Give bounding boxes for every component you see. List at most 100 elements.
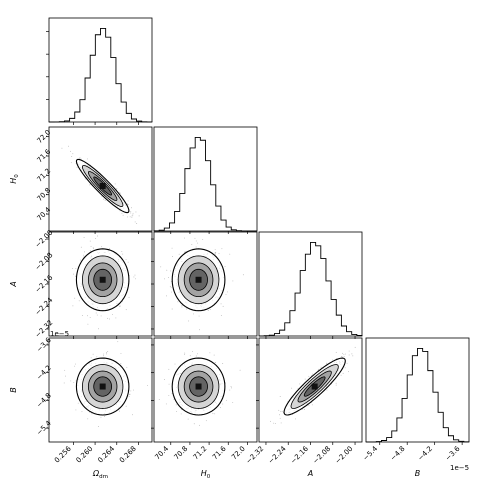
sample-point (130, 390, 132, 392)
sample-point (340, 374, 342, 376)
sample-point (187, 418, 189, 420)
x-tick-label: −4.8 (389, 445, 407, 463)
offset-label-b-row: 1e−5 (50, 330, 69, 338)
sample-point (177, 301, 179, 303)
sample-point (75, 363, 77, 365)
x-axis-label-om: Ωdm (92, 469, 108, 480)
panel-frame (48, 126, 153, 232)
sample-point (225, 294, 227, 295)
sample-point (341, 356, 342, 357)
sample-point (168, 277, 169, 279)
hist-b (365, 347, 470, 443)
sample-point (195, 240, 197, 242)
x-tick-label: −2.16 (289, 444, 310, 465)
sample-point (74, 365, 76, 367)
sample-point (174, 363, 176, 365)
sample-point (318, 368, 319, 370)
sample-point (63, 382, 65, 384)
sample-point (224, 266, 226, 268)
sample-point (229, 389, 231, 391)
sample-point (181, 304, 183, 306)
density-peak (311, 383, 318, 390)
sample-point (304, 409, 305, 410)
sample-point (222, 305, 224, 307)
sample-point (215, 253, 216, 255)
panel-h0-om: 70.4 70.8 71.2 71.6 72.0 H0 (9, 126, 153, 234)
sample-point (202, 238, 204, 240)
sample-point (222, 403, 224, 405)
panel-frame (365, 337, 470, 443)
sample-point (107, 351, 109, 352)
sample-point (114, 183, 116, 185)
sample-point (170, 291, 172, 293)
contours-b-h0 (171, 357, 226, 416)
sample-point (164, 278, 165, 280)
sample-point (61, 147, 63, 149)
sample-point (134, 278, 136, 280)
sample-point (81, 315, 83, 316)
panel-frame (48, 337, 153, 443)
sample-point (341, 356, 343, 358)
sample-point (280, 422, 282, 424)
sample-point (74, 297, 76, 299)
sample-point (89, 316, 91, 318)
sample-point (231, 387, 233, 389)
sample-point (171, 247, 173, 249)
sample-point (132, 214, 134, 216)
panel-b-b: −5.4 −4.8 −4.2 −3.6 B (361, 337, 470, 478)
sample-point (130, 207, 132, 209)
x-tick-label: 71.2 (192, 445, 209, 462)
sample-point (181, 306, 183, 308)
sample-point (213, 354, 215, 356)
density-peak (99, 383, 106, 390)
density-peak (195, 276, 202, 283)
y-tick-label: 71.2 (36, 167, 53, 184)
x-axis-label-om-sub: dm (99, 474, 108, 480)
panel-a-a (258, 231, 363, 339)
x-tick-label: −2.32 (245, 445, 266, 466)
sample-point (189, 355, 191, 357)
sample-point (304, 378, 306, 380)
sample-point (84, 251, 86, 253)
sample-point (125, 405, 127, 407)
sample-point (352, 355, 354, 357)
sample-point (105, 353, 107, 355)
density-peak (195, 383, 202, 390)
density-peak (99, 276, 106, 283)
sample-point (335, 351, 337, 353)
sample-point (205, 420, 207, 422)
sample-point (335, 384, 337, 386)
sample-point (92, 248, 94, 250)
y-tick-label: −2.08 (34, 251, 55, 272)
sample-point (90, 357, 92, 359)
sample-point (343, 356, 345, 357)
sample-point (166, 295, 167, 297)
x-tick-label: 70.4 (153, 444, 170, 461)
sample-point (70, 162, 72, 164)
sample-point (134, 221, 136, 223)
x-axis-label-b-main: B (415, 469, 421, 478)
density-peak (99, 183, 106, 190)
sample-point (169, 285, 171, 287)
sample-point (342, 352, 343, 354)
y-tick-label: 72.0 (36, 128, 53, 145)
sample-point (121, 212, 123, 214)
sample-point (103, 198, 105, 200)
sample-point (120, 353, 122, 354)
x-axis-label-om-main: Ω (92, 469, 100, 478)
panel-a-h0 (151, 231, 258, 339)
x-axis-label-h0-sub: 0 (207, 474, 211, 480)
sample-point (220, 407, 221, 409)
sample-point (128, 395, 130, 397)
sample-point (136, 223, 138, 224)
sample-point (221, 248, 223, 250)
sample-point (97, 426, 99, 427)
hist-om (48, 27, 153, 123)
sample-point (80, 158, 82, 160)
y-tick-label: 70.8 (36, 186, 53, 203)
sample-point (178, 253, 180, 255)
sample-point (116, 187, 118, 189)
y-tick-label: 71.6 (36, 147, 53, 164)
sample-point (280, 410, 282, 412)
sample-point (335, 357, 337, 359)
